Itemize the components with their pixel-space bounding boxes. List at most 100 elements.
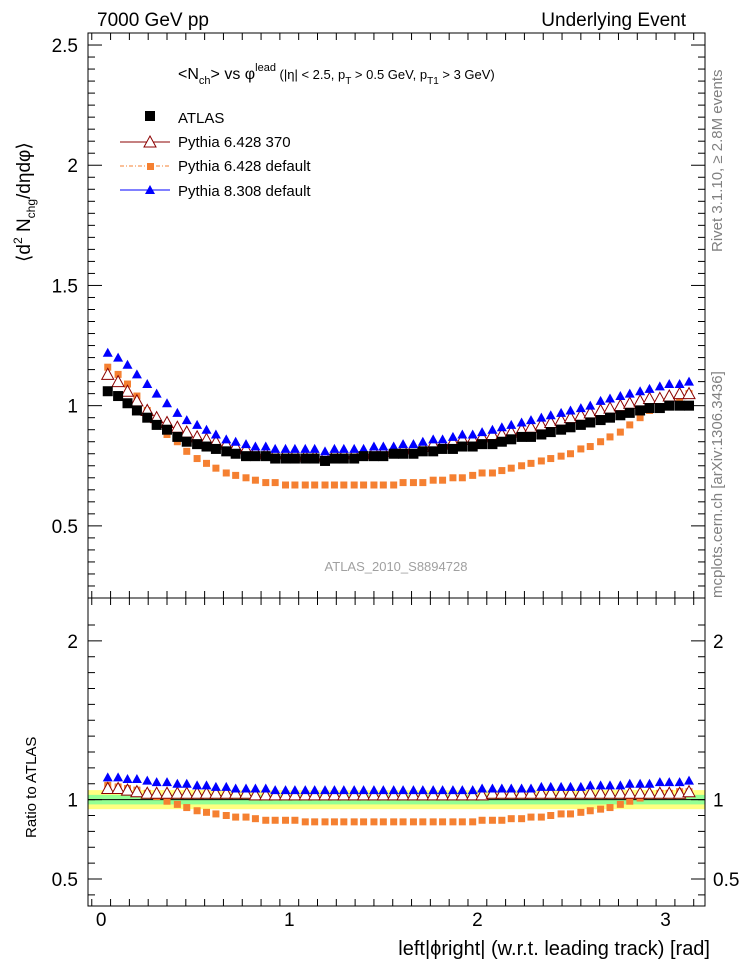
legend-marker-atlas	[145, 111, 155, 121]
py8-point	[131, 369, 142, 379]
py8-point	[575, 403, 586, 413]
py8-point	[585, 400, 596, 410]
ratio-py8-point	[230, 783, 241, 793]
ratio-py6-default-point	[409, 818, 417, 826]
atlas-point	[605, 412, 616, 423]
atlas-point	[349, 453, 360, 464]
atlas-point	[635, 405, 646, 416]
legend-label-py6-370: Pythia 6.428 370	[178, 134, 291, 151]
py8-point	[172, 407, 183, 417]
x-axis-label: left|ϕright| (w.r.t. leading track) [rad…	[398, 938, 710, 960]
ratio-py6-default-point	[429, 818, 437, 826]
ratio-py8-point	[260, 783, 271, 793]
ratio-py6-default-point	[458, 818, 466, 826]
ratio-py8-point	[565, 781, 576, 791]
ratio-py6-default-point	[478, 816, 486, 824]
ratio-py6-default-point	[390, 818, 398, 826]
atlas-point	[102, 386, 113, 397]
atlas-point	[585, 417, 596, 428]
atlas-point	[525, 431, 536, 442]
py6-default-point	[449, 474, 457, 482]
ratio-py6-default-point	[597, 805, 605, 813]
py8-point	[398, 439, 409, 449]
py8-point	[595, 395, 606, 405]
py8-point	[142, 379, 153, 389]
py6-default-point	[193, 455, 201, 463]
atlas-point	[615, 410, 626, 421]
rivet-version-text: Rivet 3.1.10, ≥ 2.8M events	[709, 70, 726, 253]
atlas-point	[565, 422, 576, 433]
atlas-point	[536, 429, 547, 440]
ratio-py8-point	[320, 785, 331, 795]
atlas-point	[644, 403, 655, 414]
py6-default-point	[104, 363, 112, 371]
py8-point	[260, 441, 271, 451]
ratio-py8-point	[102, 772, 113, 782]
py8-point	[280, 443, 291, 453]
atlas-point	[358, 451, 369, 462]
py6-default-point	[597, 438, 605, 446]
py8-point	[329, 443, 340, 453]
ratio-py8-point	[289, 785, 300, 795]
ratio-py8-point	[408, 785, 419, 795]
py8-point	[181, 415, 192, 425]
atlas-point	[181, 436, 192, 447]
ratio-py6-370-point	[622, 786, 637, 799]
py8-point	[684, 376, 695, 386]
py8-point	[378, 441, 389, 451]
ratio-py6-370-point	[248, 787, 263, 801]
x-tick-labels: 0 1 2 3	[96, 910, 671, 931]
ratio-py6-370-point	[543, 786, 558, 799]
ratio-py6-default-point	[606, 804, 614, 812]
main-y-tick-labels: 0.5 1 1.5 2 2.5	[52, 36, 78, 538]
atlas-point	[241, 451, 252, 462]
ratio-py6-370-point	[534, 786, 549, 799]
atlas-point	[477, 439, 488, 450]
atlas-point	[280, 453, 291, 464]
ratio-py6-default-point	[439, 818, 447, 826]
ratio-py6-370-point	[228, 786, 243, 799]
py6-default-point	[203, 459, 211, 467]
py6-default-point	[636, 414, 644, 422]
legend-marker-py6-370	[143, 134, 157, 148]
ratio-y-axis-label: Ratio to ATLAS	[23, 737, 40, 838]
py6-default-point	[547, 455, 555, 463]
ratio-py6-default-point	[301, 818, 309, 826]
ratio-py8-point	[585, 780, 596, 790]
ratio-py6-default-point	[173, 800, 181, 808]
ratio-py6-370-point	[583, 786, 598, 799]
ratio-panel: 0.5 0.5 1 1 2 2 0 1 2 3	[52, 597, 739, 931]
ratio-py8-point	[635, 778, 646, 788]
ratio-py8-point	[358, 785, 369, 795]
py6-370-point	[593, 403, 608, 416]
py8-point	[309, 443, 320, 453]
atlas-point	[250, 451, 261, 462]
py6-default-point	[212, 464, 220, 472]
py6-default-point	[537, 457, 545, 465]
atlas-point	[575, 419, 586, 430]
ratio-py8-point	[437, 785, 448, 795]
ratio-py8-point	[329, 785, 340, 795]
py8-point	[210, 429, 221, 439]
atlas-point	[437, 443, 448, 454]
main-y-axis-label: ⟨d2 Nchg/dηdφ⟩	[11, 142, 38, 262]
ratio-py6-default-point	[350, 818, 358, 826]
py8-point	[230, 436, 241, 446]
atlas-point	[142, 412, 153, 423]
ratio-py8-point	[210, 781, 221, 791]
atlas-point	[201, 441, 212, 452]
ratio-py6-370-point	[356, 787, 371, 801]
atlas-point	[122, 398, 133, 409]
py8-point	[437, 434, 448, 444]
atlas-point	[329, 453, 340, 464]
ratio-y-tick-label-right: 2	[713, 632, 724, 653]
ratio-py8-point	[398, 785, 409, 795]
atlas-point	[447, 443, 458, 454]
ratio-py6-370-point	[209, 786, 223, 799]
ratio-py6-370-point	[475, 787, 489, 801]
py8-point	[338, 443, 349, 453]
ratio-py8-point	[388, 785, 399, 795]
ratio-py6-default-point	[567, 810, 575, 818]
py8-point	[320, 446, 331, 456]
ratio-py6-default-point	[183, 804, 191, 812]
